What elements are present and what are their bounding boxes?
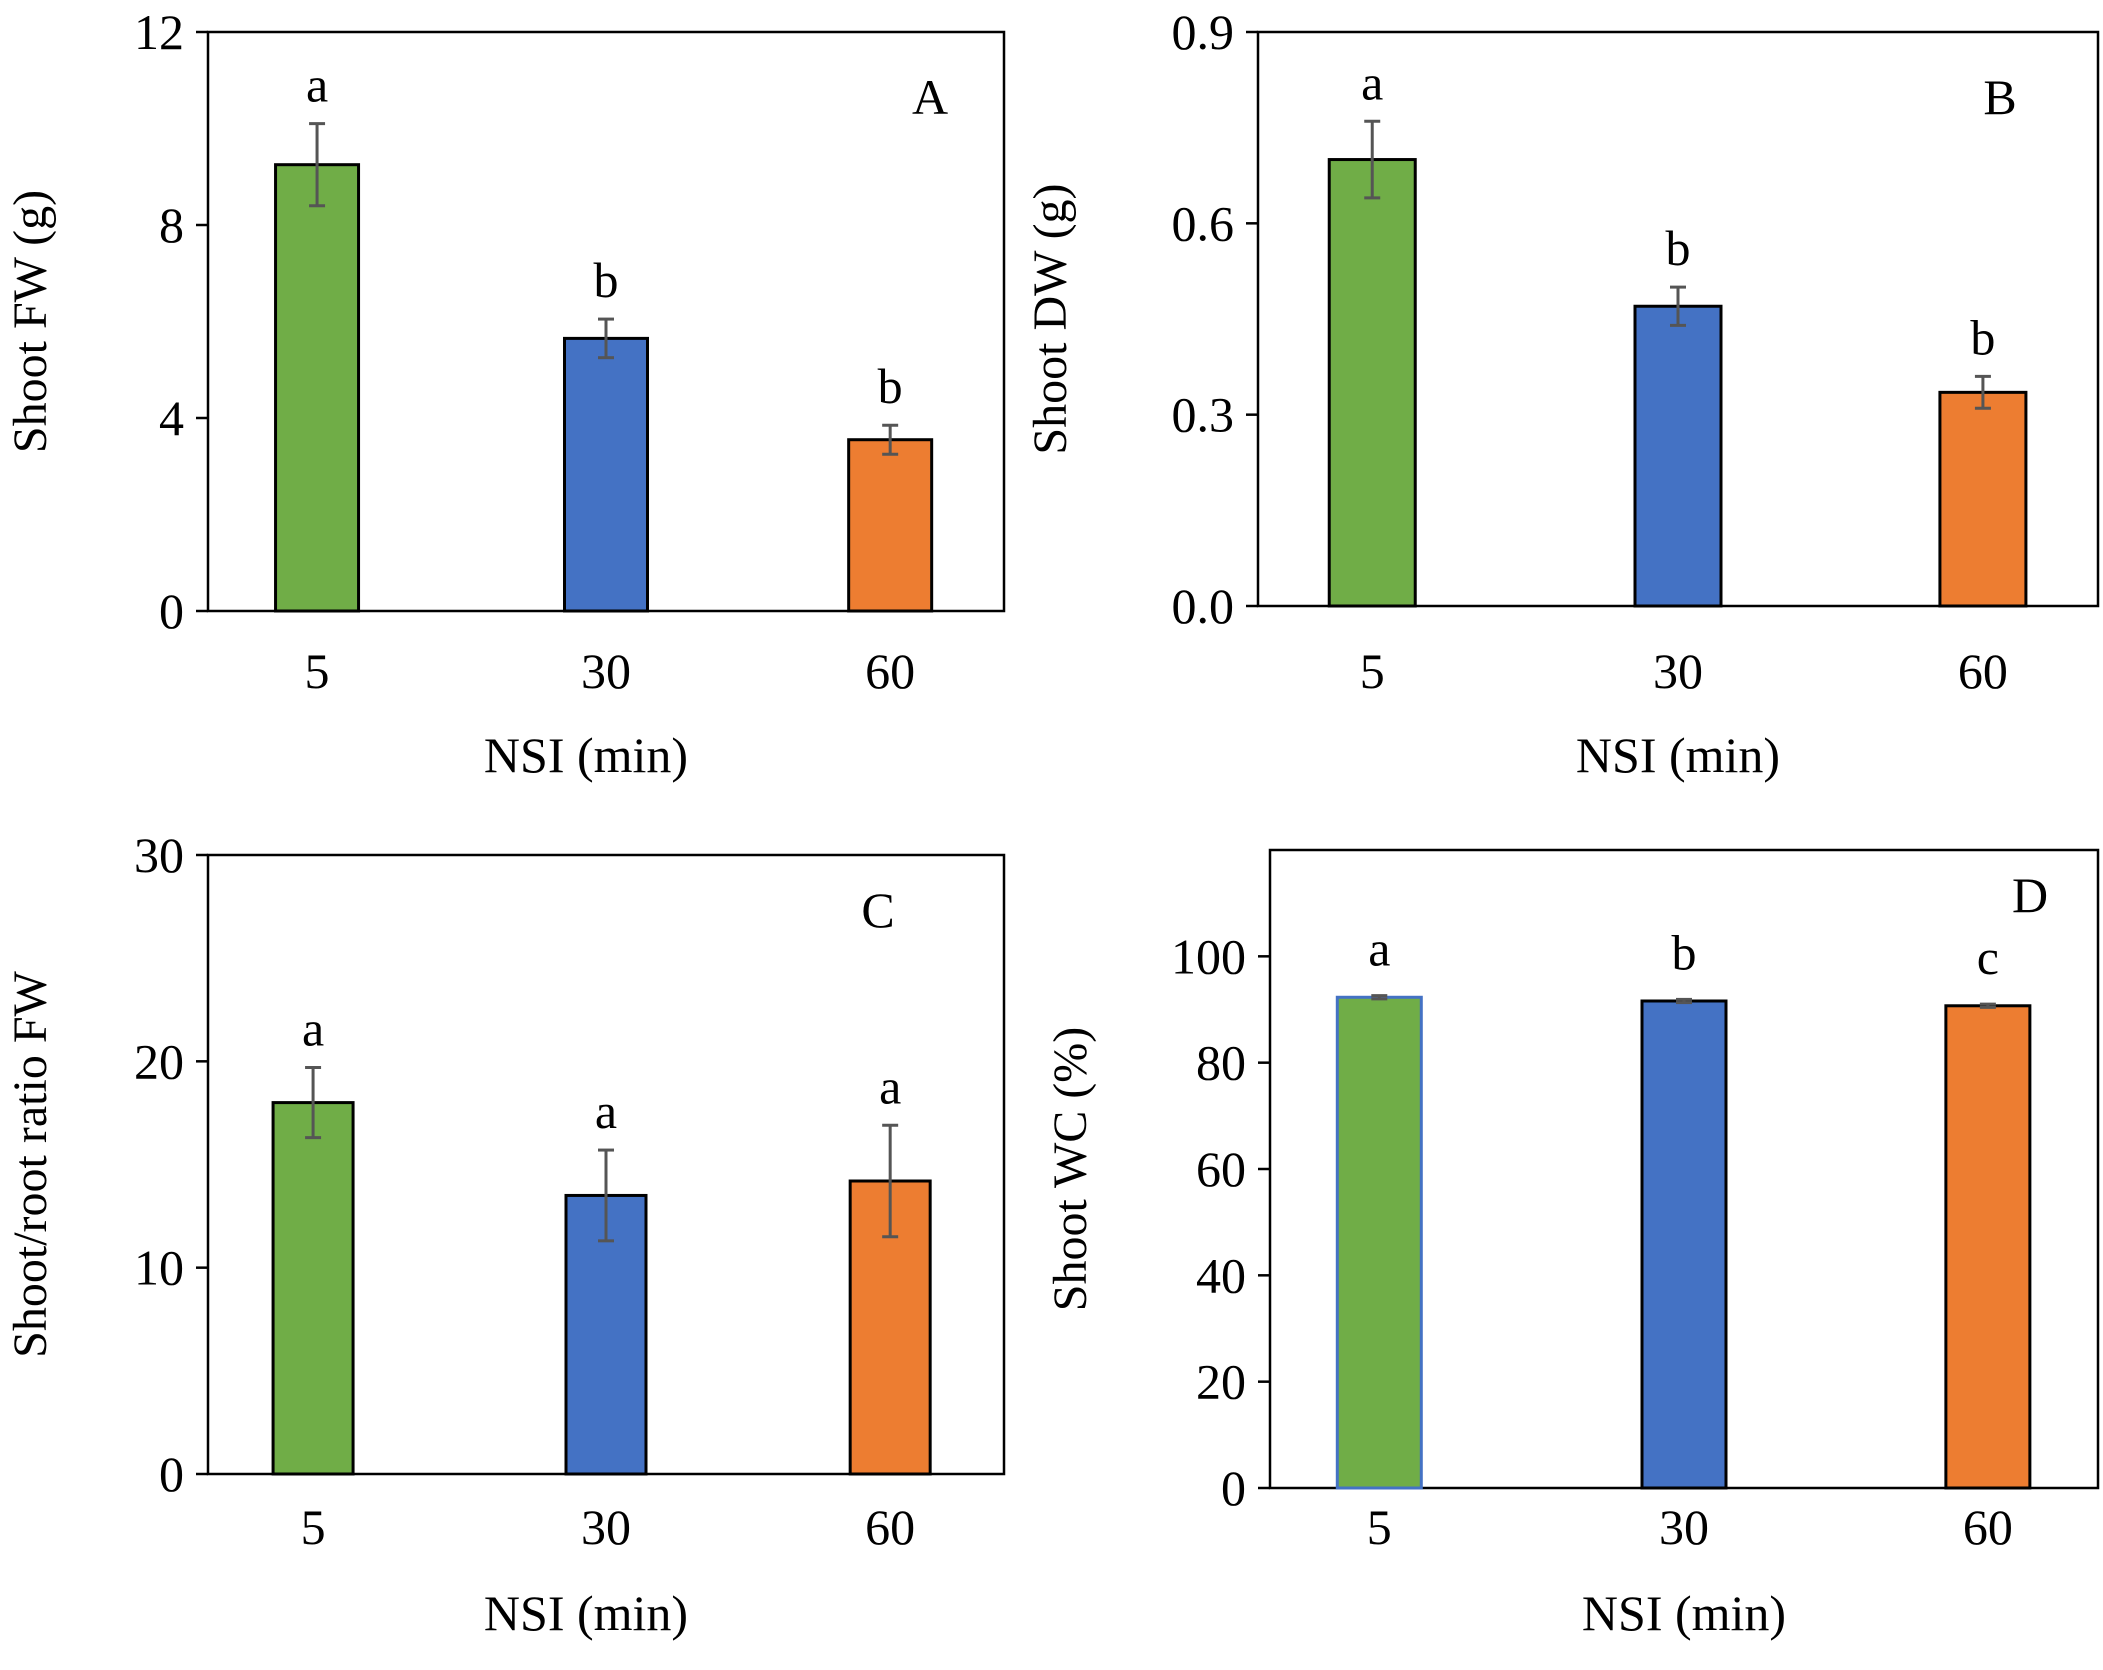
significance-letter: b <box>1672 924 1697 980</box>
y-axis-title: Shoot FW (g) <box>4 190 57 453</box>
significance-letter: a <box>1368 921 1390 977</box>
x-tick-label: 30 <box>581 1499 631 1555</box>
significance-letter: a <box>1361 54 1383 110</box>
bar-60 <box>847 438 934 613</box>
bar-5 <box>1335 995 1423 1490</box>
x-tick-label: 5 <box>1360 643 1385 699</box>
bar-30 <box>563 336 649 613</box>
x-tick-label: 30 <box>1659 1499 1709 1555</box>
significance-letter: a <box>595 1083 617 1139</box>
y-tick-label: 4 <box>159 390 184 446</box>
x-axis-title: NSI (min) <box>484 1585 688 1641</box>
x-axis-title: NSI (min) <box>1582 1585 1786 1641</box>
bar-60 <box>1938 390 2028 608</box>
significance-letter: a <box>302 1001 324 1057</box>
y-tick-label: 0 <box>159 1446 184 1502</box>
y-tick-label: 0 <box>1221 1460 1246 1516</box>
x-tick-label: 5 <box>305 643 330 699</box>
y-tick-label: 8 <box>159 197 184 253</box>
y-tick-label: 12 <box>134 4 184 60</box>
y-tick-label: 100 <box>1171 928 1246 984</box>
y-axis-title: Shoot WC (%) <box>1044 1027 1097 1311</box>
x-tick-label: 5 <box>301 1499 326 1555</box>
y-axis-title: Shoot/root ratio FW <box>4 970 57 1357</box>
significance-letter: a <box>879 1058 901 1114</box>
y-tick-label: 10 <box>134 1240 184 1296</box>
x-tick-label: 5 <box>1367 1499 1392 1555</box>
panel-d: 0 20 40 60 80 100 a 5 b 30 c 60 NSI (min) Shoot WC (%… <box>1044 848 2100 1641</box>
x-tick-label: 30 <box>1653 643 1703 699</box>
significance-letter: b <box>594 252 619 308</box>
bar-30 <box>1633 304 1723 608</box>
x-axis-title: NSI (min) <box>484 727 688 783</box>
bar-5 <box>274 163 361 613</box>
panel-label: D <box>2012 867 2048 923</box>
y-tick-label: 0.9 <box>1172 4 1235 60</box>
significance-letter: b <box>878 358 903 414</box>
panel-label: C <box>861 882 894 938</box>
y-tick-label: 0.6 <box>1172 195 1235 251</box>
y-tick-label: 30 <box>134 827 184 883</box>
x-tick-label: 60 <box>1958 643 2008 699</box>
y-tick-label: 40 <box>1196 1247 1246 1303</box>
panel-a: 0 4 8 12 a 5 b 30 b 60 NSI (min) Shoot FW (g) A <box>4 4 1006 783</box>
significance-letter: b <box>1970 309 1995 365</box>
significance-letter: a <box>306 57 328 113</box>
y-tick-label: 20 <box>1196 1354 1246 1410</box>
bar-5 <box>271 1101 355 1476</box>
x-tick-label: 60 <box>1963 1499 2013 1555</box>
panel-c: 0 10 20 30 a 5 a 30 a 60 NSI (min) Shoot/root ratio… <box>4 827 1006 1641</box>
bar-30 <box>1640 999 1728 1490</box>
y-tick-label: 80 <box>1196 1035 1246 1091</box>
y-tick-label: 20 <box>134 1033 184 1089</box>
y-axis-title: Shoot DW (g) <box>1024 183 1077 454</box>
x-tick-label: 60 <box>865 643 915 699</box>
x-tick-label: 30 <box>581 643 631 699</box>
panel-label: B <box>1983 69 2016 125</box>
panel-label: A <box>912 69 948 125</box>
significance-letter: c <box>1977 929 1999 985</box>
bar-5 <box>1327 158 1417 608</box>
bar-60 <box>1944 1004 2032 1490</box>
y-tick-label: 0.0 <box>1172 578 1235 634</box>
y-tick-label: 60 <box>1196 1141 1246 1197</box>
y-tick-label: 0.3 <box>1172 387 1235 443</box>
y-tick-label: 0 <box>159 583 184 639</box>
significance-letter: b <box>1666 220 1691 276</box>
x-tick-label: 60 <box>865 1499 915 1555</box>
panel-b: 0.0 0.3 0.6 0.9 a 5 b 30 b 60 NSI (min) Shoot DW (g… <box>1024 4 2100 783</box>
x-axis-title: NSI (min) <box>1576 727 1780 783</box>
